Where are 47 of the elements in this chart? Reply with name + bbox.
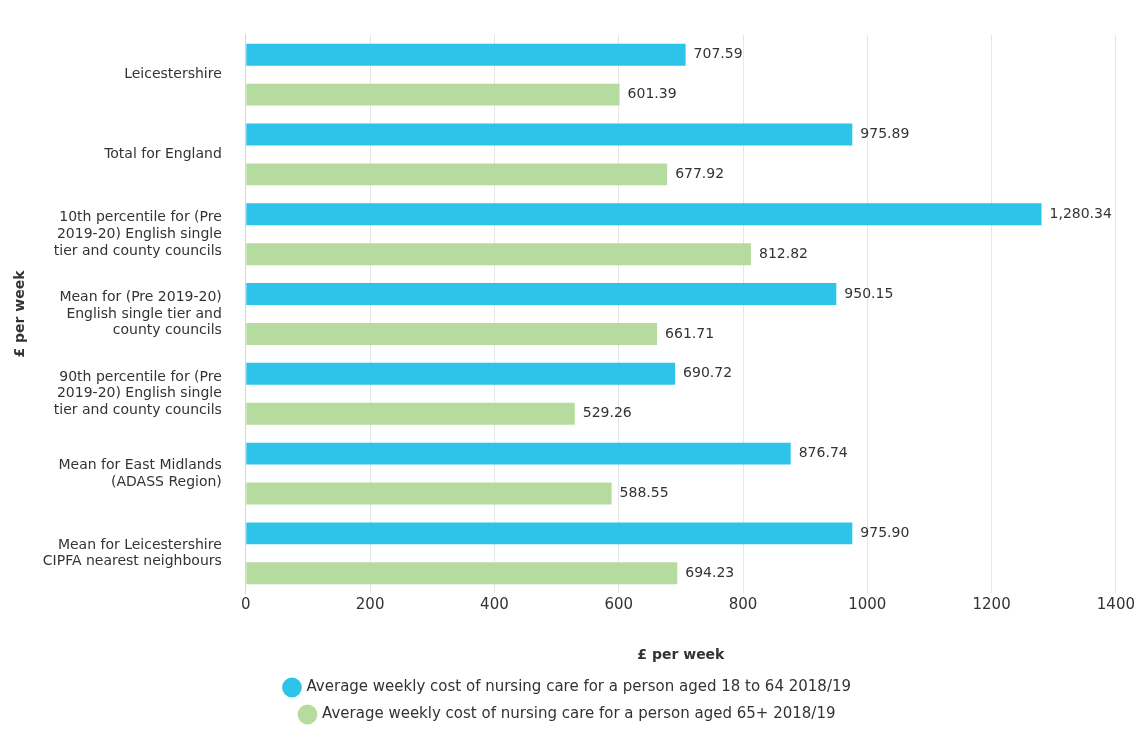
y-tick-label: Mean for Leicestershire CIPFA nearest neighbours [42,535,222,569]
data-label: 601.39 [627,85,677,102]
bar [246,442,791,465]
bar [246,83,620,106]
bar [246,283,837,306]
data-label: 950.15 [844,284,894,301]
bar [246,562,678,585]
data-label: 975.89 [860,125,910,142]
y-tick-label: Total for England [103,145,222,162]
data-label: 529.26 [582,404,632,421]
x-tick-label: 1200 [972,595,1011,614]
bar [246,203,1042,226]
y-tick-label: Mean for East Midlands (ADASS Region) [58,455,222,489]
legend-label: Average weekly cost of nursing care for a person aged 65+ 2018/19 [322,704,836,723]
data-label: 707.59 [693,45,743,62]
data-label: 661.71 [665,324,715,341]
y-axis-title: £ per week [11,269,28,358]
data-label: 677.92 [675,165,725,182]
x-tick-label: 0 [241,595,251,614]
x-tick-label: 1400 [1096,595,1136,614]
x-axis-title: £ per week [637,646,726,663]
bar [246,243,751,266]
data-label: 1,280.34 [1049,204,1112,221]
y-tick-label: 90th percentile for (Pre 2019-20) English single tier and county councils [53,367,222,418]
data-label: 588.55 [619,484,669,501]
y-tick-label: Leicestershire [124,65,222,82]
x-tick-label: 200 [355,595,385,614]
data-label: 812.82 [758,244,808,261]
x-tick-label: 400 [480,595,509,614]
x-tick-label: 800 [728,595,758,614]
data-label: 975.90 [860,524,910,541]
bar [246,163,668,186]
bar [246,322,658,345]
x-tick-label: 600 [604,595,634,614]
y-tick-label: Mean for (Pre 2019-20) English single tier and county councils [59,287,222,338]
bar [246,43,686,66]
x-tick-label: 1000 [848,595,887,614]
data-label: 876.74 [798,444,848,461]
legend-label: Average weekly cost of nursing care for a person aged 18 to 64 2018/19 [306,677,852,696]
bar [246,123,853,146]
data-label: 690.72 [683,364,733,381]
bar [246,362,676,385]
bar [246,402,575,425]
data-label: 694.23 [685,563,735,580]
y-tick-label: 10th percentile for (Pre 2019-20) English single tier and county councils [53,208,222,258]
bar [246,522,853,545]
bar [246,482,612,505]
